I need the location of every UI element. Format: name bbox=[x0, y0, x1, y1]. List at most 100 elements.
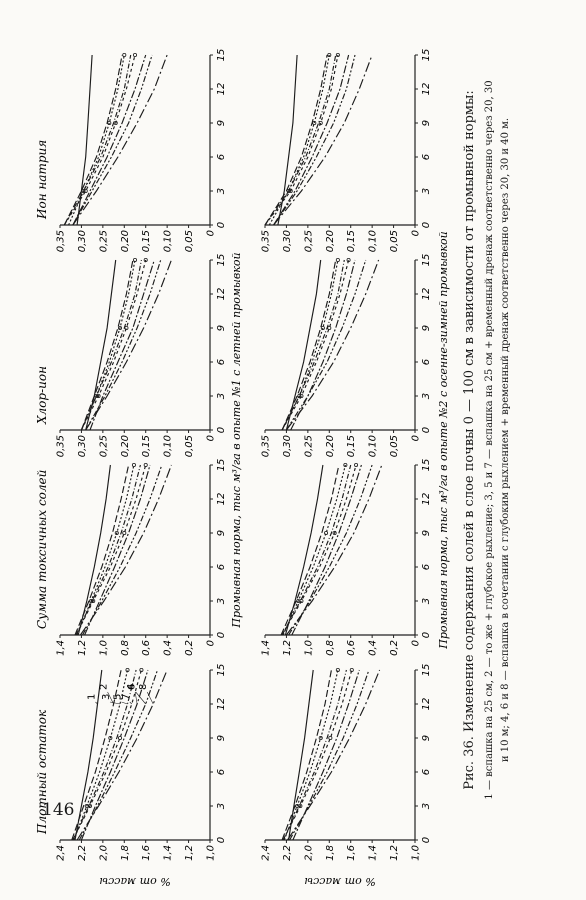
series-line-2 bbox=[63, 54, 123, 226]
curve-number-label: 8 bbox=[138, 684, 149, 690]
x-tick-label: 15 bbox=[216, 254, 227, 267]
y-tick-label: 0,35 bbox=[261, 230, 272, 252]
y-tick-label: 1,0 bbox=[98, 640, 109, 656]
x-tick-label: 0 bbox=[216, 837, 227, 843]
y-tick-label: 0,20 bbox=[120, 230, 131, 252]
series-marker bbox=[139, 668, 144, 673]
y-tick-label: 0,4 bbox=[368, 640, 379, 656]
series-line-1 bbox=[285, 259, 322, 431]
x-tick-label: 9 bbox=[216, 735, 227, 741]
x-tick-label: 9 bbox=[421, 735, 432, 741]
y-tick-label: 0 bbox=[411, 640, 422, 646]
series-marker bbox=[143, 463, 148, 468]
y-tick-label: 0,30 bbox=[282, 435, 293, 457]
page-number: 146 bbox=[42, 800, 75, 820]
series-line-6 bbox=[85, 259, 162, 431]
chart-panel-7: 0,35 0,30 0,25 0,20 0,15 0,10 0,05 0 0 3 6 9 12 15 bbox=[261, 254, 433, 458]
curve-leader bbox=[109, 701, 121, 705]
series-line-3 bbox=[76, 464, 135, 636]
x-tick-label: 9 bbox=[421, 325, 432, 331]
x-tick-label: 0 bbox=[421, 427, 432, 433]
x-tick-label: 9 bbox=[216, 120, 227, 126]
x-tick-label: 3 bbox=[216, 598, 227, 604]
series-line-5 bbox=[80, 259, 142, 431]
y-axis-unit-label: % от массы bbox=[99, 875, 170, 888]
series-marker bbox=[312, 120, 317, 125]
y-tick-label: 1,2 bbox=[184, 845, 195, 861]
x-tick-label: 12 bbox=[421, 288, 432, 301]
curve-leader bbox=[129, 701, 132, 705]
series-marker bbox=[318, 736, 323, 741]
series-line-7 bbox=[72, 669, 142, 841]
panel-title: Хлор-ион bbox=[35, 366, 49, 425]
y-tick-label: 0,15 bbox=[141, 230, 152, 252]
x-tick-label: 3 bbox=[421, 393, 432, 399]
x-tick-label: 9 bbox=[216, 530, 227, 536]
x-tick-label: 15 bbox=[421, 459, 432, 472]
caption-title: Рис. 36. Изменение содержания солей в сл… bbox=[462, 90, 477, 790]
series-marker bbox=[324, 531, 329, 536]
series-line-3 bbox=[268, 54, 330, 226]
series-marker bbox=[122, 531, 127, 536]
series-line-3 bbox=[73, 669, 129, 841]
y-tick-label: 1,4 bbox=[368, 845, 379, 861]
series-line-8 bbox=[285, 464, 383, 636]
figure-plate: 2,4 2,2 2,0 1,8 1,6 1,4 1,2 1,003691215Плотный … bbox=[35, 49, 450, 888]
series-marker bbox=[113, 120, 118, 125]
series-marker bbox=[327, 52, 332, 57]
series-marker bbox=[107, 120, 112, 125]
curve-number-label: 2 bbox=[99, 684, 110, 690]
chart-panel-6: 1,4 1,2 1,0 0,8 0,6 0,4 0,2 0 0 3 6 9 12 15 bbox=[261, 459, 433, 656]
series-line-5 bbox=[75, 464, 141, 636]
series-line-2 bbox=[280, 464, 340, 636]
chart-panel-8: 0,35 0,30 0,25 0,20 0,15 0,10 0,05 0 0 3 6 9 12 15 bbox=[261, 49, 433, 253]
y-tick-label: 0 bbox=[206, 230, 217, 236]
y-tick-label: 1,8 bbox=[120, 845, 131, 861]
y-tick-label: 0,05 bbox=[184, 435, 195, 457]
y-tick-label: 2,0 bbox=[303, 845, 314, 861]
series-line-5 bbox=[63, 54, 132, 226]
y-tick-label: 2,2 bbox=[282, 845, 293, 861]
y-tick-label: 1,4 bbox=[163, 845, 174, 861]
x-tick-label: 3 bbox=[216, 803, 227, 809]
y-tick-label: 0,25 bbox=[98, 230, 109, 252]
series-line-3 bbox=[281, 259, 339, 431]
y-tick-label: 0,05 bbox=[184, 230, 195, 252]
chart-panel-3: 0,35 0,30 0,25 0,20 0,15 0,10 0,05 0 0 3 6 9 12 15 Хло… bbox=[35, 254, 227, 458]
chart-panel-4: 0,35 0,30 0,25 0,20 0,15 0,10 0,05 0 0 3 6 9 12 15 Ион… bbox=[35, 49, 227, 253]
series-line-1 bbox=[77, 464, 111, 636]
series-marker bbox=[124, 325, 129, 330]
x-tick-label: 15 bbox=[421, 254, 432, 267]
chart-panel-1: 2,4 2,2 2,0 1,8 1,6 1,4 1,2 1,003691215Плотный … bbox=[35, 664, 227, 888]
x-tick-label: 6 bbox=[421, 359, 432, 365]
y-tick-label: 1,4 bbox=[56, 640, 67, 656]
series-line-2 bbox=[80, 259, 134, 431]
series-marker bbox=[132, 52, 137, 57]
panel-title: Сумма токсичных солей bbox=[35, 470, 49, 629]
y-tick-label: 0,15 bbox=[346, 435, 357, 457]
y-tick-label: 1,0 bbox=[206, 845, 217, 861]
y-tick-label: 0,30 bbox=[77, 435, 88, 457]
series-line-6 bbox=[285, 259, 367, 431]
series-marker bbox=[327, 325, 332, 330]
series-line-7 bbox=[80, 259, 147, 431]
series-line-4 bbox=[80, 669, 149, 841]
y-tick-label: 0,2 bbox=[389, 640, 400, 656]
series-line-3 bbox=[282, 464, 346, 636]
series-marker bbox=[125, 668, 130, 673]
x-tick-label: 3 bbox=[421, 803, 432, 809]
y-tick-label: 0,20 bbox=[120, 435, 131, 457]
y-tick-label: 0,25 bbox=[98, 435, 109, 457]
series-marker bbox=[335, 668, 340, 673]
y-tick-label: 0,10 bbox=[163, 435, 174, 457]
y-tick-label: 0,30 bbox=[77, 230, 88, 252]
series-marker bbox=[335, 257, 340, 262]
y-tick-label: 0 bbox=[411, 230, 422, 236]
series-marker bbox=[299, 394, 304, 399]
x-tick-label: 0 bbox=[421, 632, 432, 638]
series-line-5 bbox=[281, 259, 345, 431]
x-tick-label: 12 bbox=[421, 493, 432, 506]
row-label-bottom: Промывная норма, тыс м³/га в опыте №2 с … bbox=[437, 231, 450, 649]
curve-number-label: 5 bbox=[113, 694, 124, 700]
y-tick-label: 1,2 bbox=[389, 845, 400, 861]
